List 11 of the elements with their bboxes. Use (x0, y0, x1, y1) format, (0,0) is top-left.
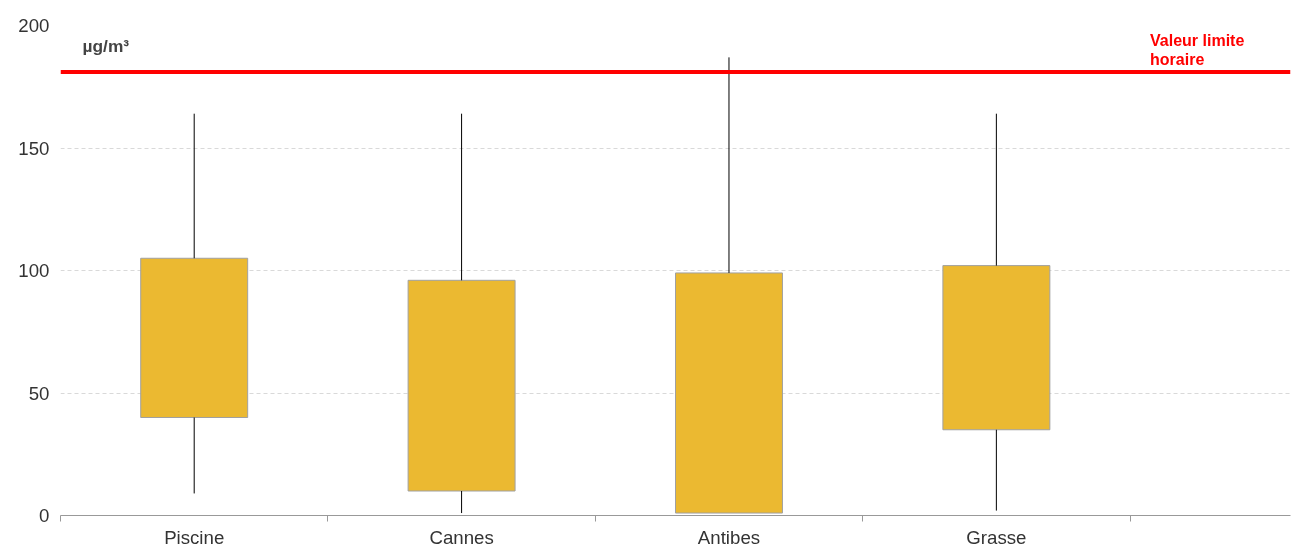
y-axis-title: µg/m³ (82, 35, 130, 56)
ref-line-label: Valeur limite horaire (1150, 32, 1245, 69)
y-tick-label: 0 (39, 505, 50, 526)
y-tick-label: 50 (28, 382, 50, 404)
x-tick-label: Cannes (429, 526, 494, 548)
x-tick-label: Antibes (697, 526, 761, 548)
y-tick-label: 150 (18, 137, 50, 159)
y-tick-label: 100 (18, 260, 50, 281)
x-tick-label: Piscine (164, 526, 225, 548)
y-tick-label: 200 (18, 15, 50, 36)
x-tick-label: Grasse (966, 526, 1027, 548)
